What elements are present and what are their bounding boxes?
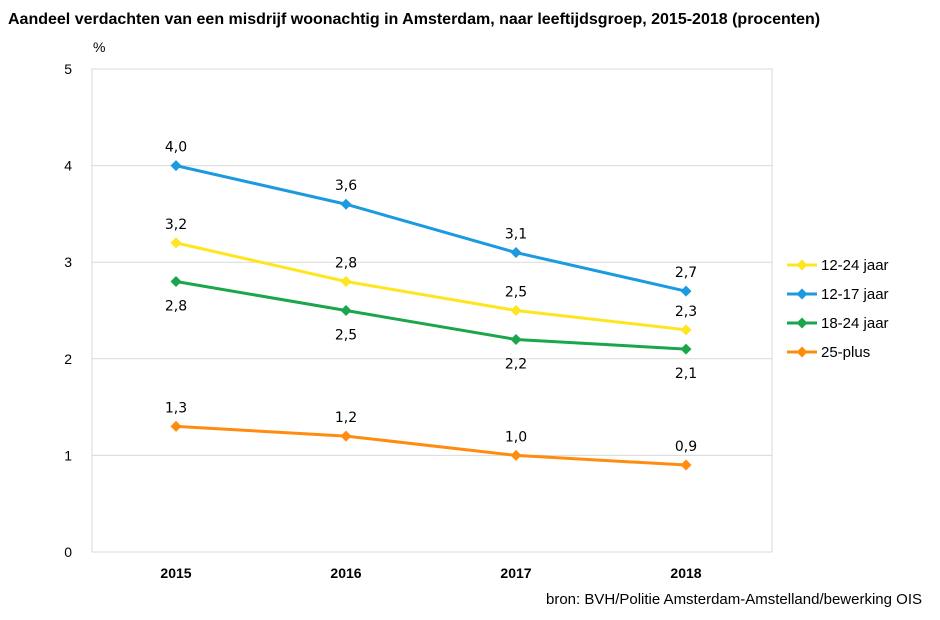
series-12-24-jaar: 3,2 2,8 2,5 2,3 — [165, 217, 697, 336]
data-label: 2,3 — [675, 304, 697, 320]
gridlines — [92, 165, 772, 456]
data-label: 2,7 — [675, 265, 697, 281]
data-point — [170, 160, 182, 172]
legend-label: 25-plus — [821, 344, 870, 361]
legend-label: 12-24 jaar — [821, 257, 889, 274]
data-point — [340, 198, 352, 210]
series-line — [175, 424, 687, 467]
legend-item: 18-24 jaar — [787, 315, 889, 332]
y-tick-label: 1 — [64, 447, 72, 463]
legend-swatch-marker — [796, 317, 808, 329]
data-label: 2,8 — [335, 256, 357, 272]
data-label: 2,5 — [505, 285, 527, 301]
data-point — [340, 305, 352, 316]
source-note: bron: BVH/Politie Amsterdam-Amstelland/b… — [546, 591, 922, 608]
legend-label: 18-24 jaar — [821, 315, 889, 332]
data-label: 3,2 — [165, 217, 187, 233]
data-label: 2,5 — [335, 328, 357, 344]
legend-item: 12-17 jaar — [787, 286, 889, 303]
data-point — [340, 276, 352, 288]
y-tick-label: 0 — [64, 544, 72, 560]
series-12-17-jaar: 4,0 3,6 3,1 2,7 — [165, 140, 697, 297]
data-point — [510, 247, 522, 259]
data-point — [340, 430, 352, 442]
series-25-plus: 1,3 1,2 1,0 0,9 — [165, 400, 697, 471]
x-tick-label: 2018 — [670, 565, 701, 581]
data-label: 4,0 — [165, 140, 187, 156]
data-point — [510, 305, 522, 316]
legend-swatch-marker — [796, 288, 808, 300]
data-label: 1,2 — [335, 410, 357, 426]
data-label: 3,1 — [505, 227, 527, 243]
legend-swatch-marker — [796, 346, 808, 358]
data-point — [680, 324, 692, 336]
data-label: 1,0 — [505, 429, 527, 445]
y-tick-label: 4 — [64, 158, 72, 174]
data-label: 3,6 — [335, 178, 357, 194]
data-point — [680, 285, 692, 297]
x-axis-ticks: 2015 2016 2017 2018 — [160, 565, 701, 581]
data-label: 1,3 — [165, 400, 187, 416]
data-point — [170, 237, 182, 249]
data-point — [170, 276, 182, 288]
data-point — [170, 420, 182, 432]
legend-item: 12-24 jaar — [787, 257, 889, 274]
data-label: 0,9 — [675, 439, 697, 455]
data-label: 2,1 — [675, 366, 697, 382]
legend-item: 25-plus — [787, 344, 870, 361]
series-line — [175, 164, 687, 293]
legend: 12-24 jaar 12-17 jaar 18-24 jaar 25-plus — [787, 257, 889, 361]
data-point — [680, 459, 692, 471]
y-axis-label: % — [93, 39, 105, 55]
y-tick-label: 2 — [64, 351, 72, 367]
y-tick-label: 5 — [64, 61, 72, 77]
chart-title: Aandeel verdachten van een misdrijf woon… — [8, 11, 820, 28]
y-tick-label: 3 — [64, 254, 72, 270]
series-line — [175, 241, 687, 332]
legend-label: 12-17 jaar — [821, 286, 889, 303]
x-tick-label: 2015 — [160, 565, 191, 581]
plot-area — [91, 68, 773, 553]
data-point — [680, 343, 692, 355]
series-line — [175, 280, 687, 351]
x-tick-label: 2016 — [330, 565, 361, 581]
data-label: 2,2 — [505, 356, 527, 372]
data-point — [510, 333, 522, 345]
x-tick-label: 2017 — [500, 565, 531, 581]
data-label: 2,8 — [165, 299, 187, 315]
series-group: 3,22,82,52,34,03,63,12,72,82,52,22,11,31… — [165, 140, 697, 471]
y-axis-ticks: 0 1 2 3 4 5 — [64, 61, 72, 560]
data-point — [510, 449, 522, 461]
series-18-24-jaar: 2,8 2,5 2,2 2,1 — [165, 276, 697, 382]
legend-swatch-marker — [796, 259, 808, 271]
